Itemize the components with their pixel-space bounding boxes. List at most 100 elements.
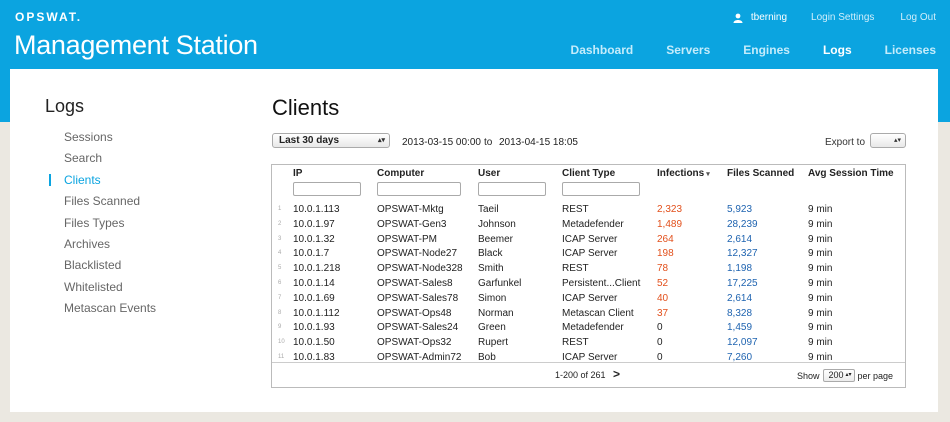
avg-session-cell: 9 min	[808, 233, 833, 245]
opswat-logo: OPSWAT.	[15, 10, 83, 24]
computer-cell: OPSWAT-Node328	[377, 263, 463, 275]
row-number: 3	[278, 235, 282, 242]
ip-cell: 10.0.1.50	[293, 337, 335, 349]
sidebar-item-whitelisted[interactable]: Whitelisted	[64, 279, 123, 294]
table-row[interactable]: 10 10.0.1.50 OPSWAT-Ops32 Rupert REST 0 12,097…	[272, 336, 905, 351]
client-type-filter-input[interactable]	[562, 182, 640, 196]
infections-cell: 78	[657, 263, 669, 275]
user-cell: Bob	[478, 352, 496, 362]
col-header-files-scanned[interactable]: Files Scanned	[727, 168, 795, 179]
ip-filter-input[interactable]	[293, 182, 361, 196]
user-filter-input[interactable]	[478, 182, 546, 196]
col-header-ip[interactable]: IP	[293, 168, 303, 179]
client-type-cell: Metadefender	[562, 322, 624, 334]
row-number: 1	[278, 206, 282, 212]
sidebar-title: Logs	[45, 96, 85, 116]
computer-cell: OPSWAT-Sales24	[377, 322, 459, 334]
infections-cell: 0	[657, 352, 663, 362]
infections-cell: 40	[657, 292, 669, 304]
ip-cell: 10.0.1.69	[293, 292, 335, 304]
logout-link[interactable]: Log Out	[900, 12, 936, 23]
export-select[interactable]: ▴▾	[870, 133, 906, 148]
sidebar-item-search[interactable]: Search	[64, 151, 103, 166]
login-settings-link[interactable]: Login Settings	[811, 12, 875, 23]
files-scanned-cell: 2,614	[727, 233, 753, 245]
sidebar-item-blacklisted[interactable]: Blacklisted	[64, 258, 122, 273]
table-row[interactable]: 7 10.0.1.69 OPSWAT-Sales78 Simon ICAP Server…	[272, 292, 905, 307]
page-title: Clients	[272, 95, 340, 120]
infections-cell: 0	[657, 337, 663, 349]
row-number: 2	[278, 220, 282, 227]
avg-session-cell: 9 min	[808, 352, 833, 362]
avg-session-cell: 9 min	[808, 218, 833, 230]
table-row[interactable]: 8 10.0.1.112 OPSWAT-Ops48 Norman Metascan Cl…	[272, 307, 905, 322]
table-row[interactable]: 4 10.0.1.7 OPSWAT-Node27 Black ICAP Server 19…	[272, 247, 905, 262]
nav-dashboard[interactable]: Dashboard	[570, 43, 634, 57]
sidebar-item-metascan-events[interactable]: Metascan Events	[64, 301, 157, 316]
date-range-select[interactable]: Last 30 days ▴▾	[272, 133, 390, 148]
files-scanned-cell: 17,225	[727, 278, 758, 289]
infections-cell: 37	[657, 307, 669, 319]
date-to-label: to	[484, 137, 493, 148]
user-cell: Taeil	[478, 204, 499, 215]
col-header-computer[interactable]: Computer	[377, 168, 425, 179]
sidebar-list: Sessions Search Clients Files Scanned Fi…	[48, 130, 157, 323]
sidebar-item-files-scanned[interactable]: Files Scanned	[64, 194, 141, 209]
client-type-cell: ICAP Server	[562, 233, 618, 245]
table-row[interactable]: 3 10.0.1.32 OPSWAT-PM Beemer ICAP Server 264 2…	[272, 233, 905, 248]
table-row[interactable]: 1 10.0.1.113 OPSWAT-Mktg Taeil REST 2,323 5,92…	[272, 203, 905, 218]
content-panel: Logs Sessions Search Clients Files Scann…	[10, 69, 938, 412]
date-range-value: Last 30 days	[279, 135, 340, 146]
client-type-cell: ICAP Server	[562, 352, 618, 362]
table-row[interactable]: 2 10.0.1.97 OPSWAT-Gen3 Johnson Metadefender…	[272, 218, 905, 233]
table-row[interactable]: 9 10.0.1.93 OPSWAT-Sales24 Green Metadefende…	[272, 321, 905, 336]
ip-cell: 10.0.1.113	[293, 204, 340, 215]
table-row[interactable]: 5 10.0.1.218 OPSWAT-Node328 Smith REST 78 1,19…	[272, 262, 905, 277]
user-cell: Norman	[478, 307, 514, 319]
select-arrows-icon: ▴▾	[377, 137, 385, 144]
nav-engines[interactable]: Engines	[743, 43, 790, 57]
col-header-avg-session[interactable]: Avg Session Time	[808, 168, 894, 179]
computer-cell: OPSWAT-Sales78	[377, 292, 459, 304]
files-scanned-cell: 8,328	[727, 307, 753, 319]
files-scanned-cell: 5,923	[727, 204, 753, 215]
page-size-select[interactable]: 200 ▴▾	[822, 369, 855, 382]
sort-desc-icon: ▾	[706, 171, 710, 178]
user-icon	[733, 13, 743, 23]
user-cell: Rupert	[478, 337, 509, 349]
infections-cell: 52	[657, 278, 669, 289]
row-number: 8	[278, 309, 282, 316]
col-header-infections[interactable]: Infections ▾	[657, 168, 710, 179]
files-scanned-cell: 2,614	[727, 292, 753, 304]
next-page-button[interactable]: >	[613, 367, 621, 381]
user-cell: Black	[478, 248, 503, 260]
avg-session-cell: 9 min	[808, 248, 833, 260]
nav-servers[interactable]: Servers	[666, 43, 711, 57]
username[interactable]: tberning	[750, 12, 788, 23]
row-number: 7	[278, 294, 282, 301]
table-row[interactable]: 11 10.0.1.83 OPSWAT-Admin72 Bob ICAP Server 0…	[272, 351, 905, 362]
col-header-user[interactable]: User	[478, 168, 501, 179]
nav-logs[interactable]: Logs	[822, 43, 852, 57]
row-number: 11	[278, 354, 285, 360]
sidebar-item-clients[interactable]: Clients	[48, 173, 156, 194]
nav-licenses[interactable]: Licenses	[884, 43, 936, 57]
col-header-client-type[interactable]: Client Type	[562, 168, 616, 179]
ip-cell: 10.0.1.218	[293, 263, 341, 275]
client-type-cell: REST	[562, 337, 589, 349]
computer-cell: OPSWAT-Ops32	[377, 337, 452, 349]
ip-cell: 10.0.1.93	[293, 322, 335, 334]
clients-table: IP Computer User Client Type Infections ▾…	[271, 164, 906, 388]
sidebar-item-archives[interactable]: Archives	[64, 236, 111, 251]
computer-filter-input[interactable]	[377, 182, 461, 196]
user-cell: Simon	[478, 292, 507, 304]
table-row[interactable]: 6 10.0.1.14 OPSWAT-Sales8 Garfunkel Persiste…	[272, 277, 905, 292]
computer-cell: OPSWAT-Mktg	[377, 204, 444, 215]
user-cell: Smith	[478, 263, 504, 275]
files-scanned-cell: 12,097	[727, 337, 758, 349]
sidebar-item-sessions[interactable]: Sessions	[64, 130, 113, 144]
user-cell: Beemer	[478, 233, 514, 245]
sidebar-item-files-types[interactable]: Files Types	[64, 215, 125, 230]
table-body[interactable]: 1 10.0.1.113 OPSWAT-Mktg Taeil REST 2,323 5,92…	[272, 203, 905, 362]
select-arrows-icon: ▴▾	[893, 137, 901, 144]
